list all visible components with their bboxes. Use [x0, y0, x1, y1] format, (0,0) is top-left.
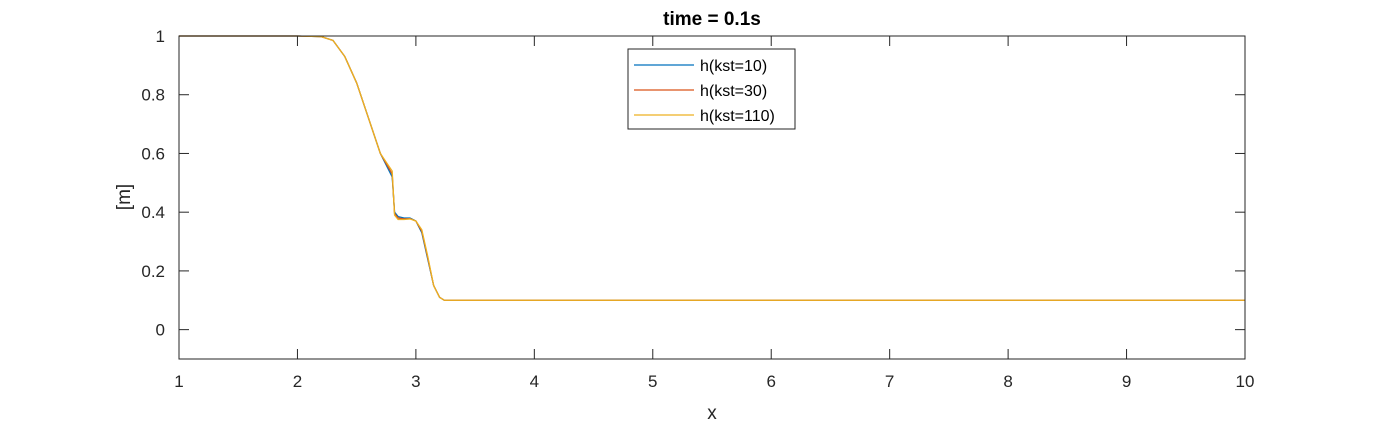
legend-label-kst-30: h(kst=30) [700, 83, 767, 100]
axes-box [178, 35, 1246, 360]
legend-label-kst-110: h(kst=110) [700, 108, 775, 125]
x-tick-label-2: 3 [411, 372, 420, 391]
x-tick-label-6: 7 [885, 372, 894, 391]
y-axis-label: [m] [114, 184, 135, 210]
y-tick-label-0: 0 [156, 321, 165, 340]
x-tick-label-0: 1 [174, 372, 183, 391]
legend: h(kst=10) h(kst=30) h(kst=110) [627, 48, 796, 130]
legend-box [627, 48, 796, 130]
legend-label-kst-10: h(kst=10) [700, 58, 767, 75]
x-axis-label: x [707, 403, 717, 424]
x-tick-label-1: 2 [293, 372, 302, 391]
x-tick-label-5: 6 [766, 372, 775, 391]
x-tick-label-7: 8 [1003, 372, 1012, 391]
y-tick-label-2: 0.4 [141, 203, 165, 222]
y-tick-label-1: 0.2 [141, 262, 165, 281]
chart-title: time = 0.1s [663, 9, 761, 30]
x-tick-label-4: 5 [648, 372, 657, 391]
x-tick-label-8: 9 [1122, 372, 1131, 391]
y-tick-label-3: 0.6 [141, 144, 165, 163]
x-tick-label-3: 4 [530, 372, 539, 391]
y-tick-label-5: 1 [156, 27, 165, 46]
x-tick-label-9: 10 [1236, 372, 1255, 391]
y-tick-label-4: 0.8 [141, 86, 165, 105]
series-line-2 [179, 35, 1245, 301]
tick-layer: 1 2 3 4 5 6 7 8 9 10 0 0.2 0.4 0.6 0.8 1 [141, 27, 1254, 391]
axes-layer [178, 35, 1246, 360]
series-layer [179, 35, 1245, 301]
